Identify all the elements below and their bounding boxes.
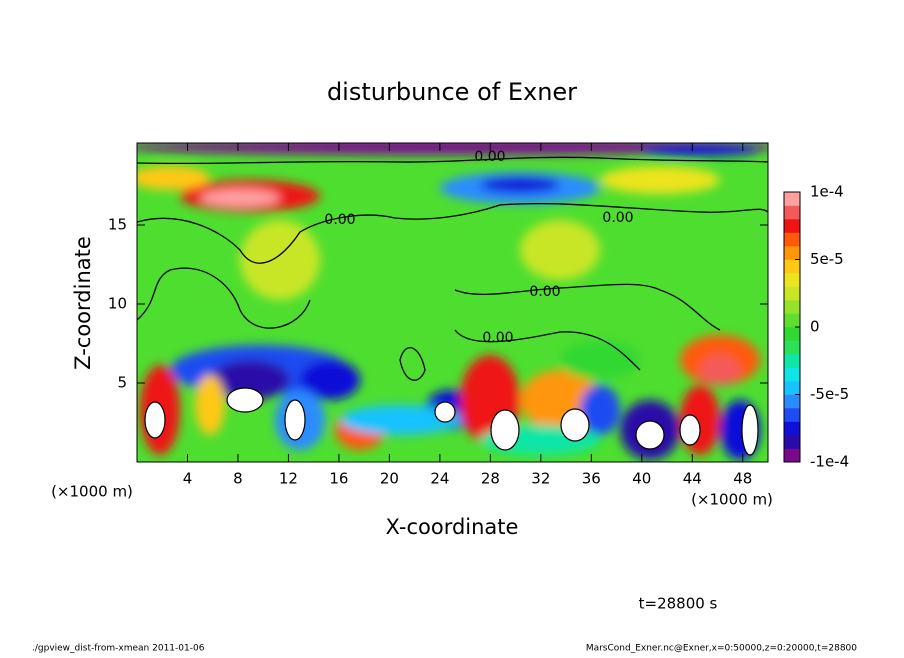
- colorbar-tick-label: -5e-5: [810, 385, 849, 403]
- field-void: [434, 401, 456, 423]
- field-blob: [195, 375, 225, 435]
- field-blob: [137, 143, 768, 155]
- colorbar-swatch: [784, 205, 800, 220]
- contour-line: [137, 156, 768, 165]
- field-void: [635, 420, 665, 450]
- colorbar-swatch: [784, 219, 800, 233]
- field-void: [679, 414, 701, 446]
- colorbar-swatch: [784, 381, 800, 395]
- colorbar-tick-label: 5e-5: [810, 250, 844, 268]
- chart-title: disturbunce of Exner: [327, 78, 577, 106]
- colorbar-tick-label: 1e-4: [810, 183, 844, 201]
- colorbar-swatch: [784, 273, 800, 287]
- footer-left: ./gpview_dist-from-xmean 2011-01-06: [32, 644, 205, 654]
- colorbar-swatch: [784, 421, 800, 436]
- colorbar-swatch: [784, 232, 800, 247]
- contour-label: 0.00: [324, 212, 355, 228]
- x-tick-label: 36: [582, 470, 601, 488]
- plot-frame: [136, 142, 769, 463]
- colorbar-swatch: [784, 313, 800, 328]
- contour-line: [137, 267, 311, 329]
- field-blob: [210, 360, 290, 400]
- field-void: [284, 399, 306, 441]
- colorbar-swatch: [784, 300, 800, 314]
- field-blob: [240, 220, 320, 300]
- x-axis-title: X-coordinate: [386, 515, 519, 539]
- x-tick-label: 44: [683, 470, 702, 488]
- x-tick-label: 12: [279, 470, 298, 488]
- x-tick-label: 16: [329, 470, 348, 488]
- footer-right: MarsCond_Exner.nc@Exner,x=0:50000,z=0:20…: [586, 644, 857, 654]
- y-axis-title: Z-coordinate: [71, 236, 95, 370]
- field-blob: [560, 340, 640, 380]
- contour-label: 0.00: [602, 210, 633, 226]
- x-tick-label: 48: [733, 470, 752, 488]
- colorbar-swatch: [784, 192, 800, 206]
- colorbar-swatch: [784, 394, 800, 409]
- x-tick-label: 8: [233, 470, 243, 488]
- contour-label: 0.00: [474, 149, 505, 165]
- field-void: [226, 387, 264, 413]
- field-void: [490, 409, 520, 451]
- field-blob: [520, 220, 600, 280]
- field-void: [741, 404, 759, 456]
- x-unit-label: (×1000 m): [51, 483, 133, 501]
- field-blob: [200, 189, 280, 207]
- colorbar-swatch: [784, 435, 800, 449]
- x-tick-label: 40: [632, 470, 651, 488]
- contour-label: 0.00: [529, 284, 560, 300]
- colorbar-swatch: [784, 340, 800, 355]
- field-blob: [300, 360, 360, 400]
- x-tick-label: 28: [481, 470, 500, 488]
- field-blob: [580, 385, 620, 435]
- field: [137, 143, 768, 462]
- x-unit-label: (×1000 m): [691, 491, 773, 509]
- contour-line: [454, 329, 641, 371]
- field-blob: [700, 355, 740, 385]
- colorbar-swatch: [784, 327, 800, 341]
- time-annotation: t=28800 s: [639, 595, 718, 613]
- x-tick-label: 32: [531, 470, 550, 488]
- field-blob: [340, 405, 460, 435]
- contour-line: [399, 347, 426, 381]
- colorbar-swatch: [784, 246, 800, 260]
- contour-line: [454, 283, 721, 331]
- contour-lines: [137, 156, 768, 381]
- field-void: [560, 408, 590, 442]
- y-tick-label: 10: [108, 295, 127, 313]
- field-blob: [480, 177, 560, 193]
- y-tick-label: 5: [117, 374, 127, 392]
- field-blob: [600, 166, 720, 194]
- colorbar-tick-label: -1e-4: [810, 453, 849, 471]
- colorbar-swatch: [784, 354, 800, 368]
- field-blob: [137, 166, 210, 190]
- colorbar-swatch: [784, 408, 800, 422]
- colorbar-tick-label: 0: [810, 318, 820, 336]
- contour-line: [137, 202, 768, 264]
- colorbar-swatch: [784, 259, 800, 274]
- colorbar-swatch: [784, 367, 800, 382]
- x-tick-label: 24: [430, 470, 449, 488]
- contour-label: 0.00: [482, 330, 513, 346]
- colorbar-swatch: [784, 286, 800, 301]
- colorbar-swatch: [784, 448, 800, 463]
- y-tick-label: 15: [108, 216, 127, 234]
- x-tick-label: 4: [183, 470, 193, 488]
- x-tick-label: 20: [380, 470, 399, 488]
- field-void: [144, 401, 166, 439]
- field-blob: [640, 144, 760, 156]
